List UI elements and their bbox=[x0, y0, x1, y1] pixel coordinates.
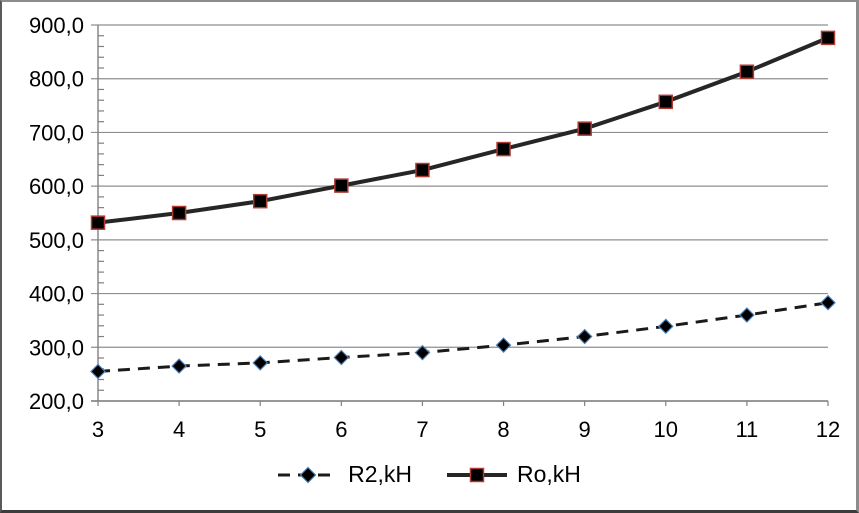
legend-label-ro: Ro,kH bbox=[517, 461, 581, 487]
svg-text:12: 12 bbox=[816, 417, 840, 442]
svg-text:9: 9 bbox=[579, 417, 591, 442]
svg-text:600,0: 600,0 bbox=[29, 174, 84, 199]
svg-text:7: 7 bbox=[416, 417, 428, 442]
svg-text:700,0: 700,0 bbox=[29, 120, 84, 145]
svg-text:11: 11 bbox=[735, 417, 758, 442]
svg-text:400,0: 400,0 bbox=[29, 282, 84, 307]
svg-text:800,0: 800,0 bbox=[29, 67, 84, 92]
legend-key-solid-square-icon bbox=[447, 467, 507, 482]
chart-legend: R2,kH Ro,kH bbox=[2, 463, 856, 486]
svg-text:500,0: 500,0 bbox=[29, 228, 84, 253]
svg-text:5: 5 bbox=[254, 417, 266, 442]
legend-item-r2[interactable]: R2,kH bbox=[277, 463, 412, 486]
legend-item-ro[interactable]: Ro,kH bbox=[446, 463, 581, 486]
svg-text:10: 10 bbox=[654, 417, 678, 442]
svg-text:200,0: 200,0 bbox=[29, 389, 84, 414]
svg-text:300,0: 300,0 bbox=[29, 335, 84, 360]
legend-label-r2: R2,kH bbox=[348, 461, 412, 487]
svg-text:8: 8 bbox=[497, 417, 509, 442]
svg-text:900,0: 900,0 bbox=[29, 13, 84, 38]
legend-key-dashed-diamond-icon bbox=[278, 466, 339, 483]
svg-text:6: 6 bbox=[335, 417, 347, 442]
svg-text:3: 3 bbox=[92, 417, 104, 442]
svg-text:4: 4 bbox=[173, 417, 185, 442]
